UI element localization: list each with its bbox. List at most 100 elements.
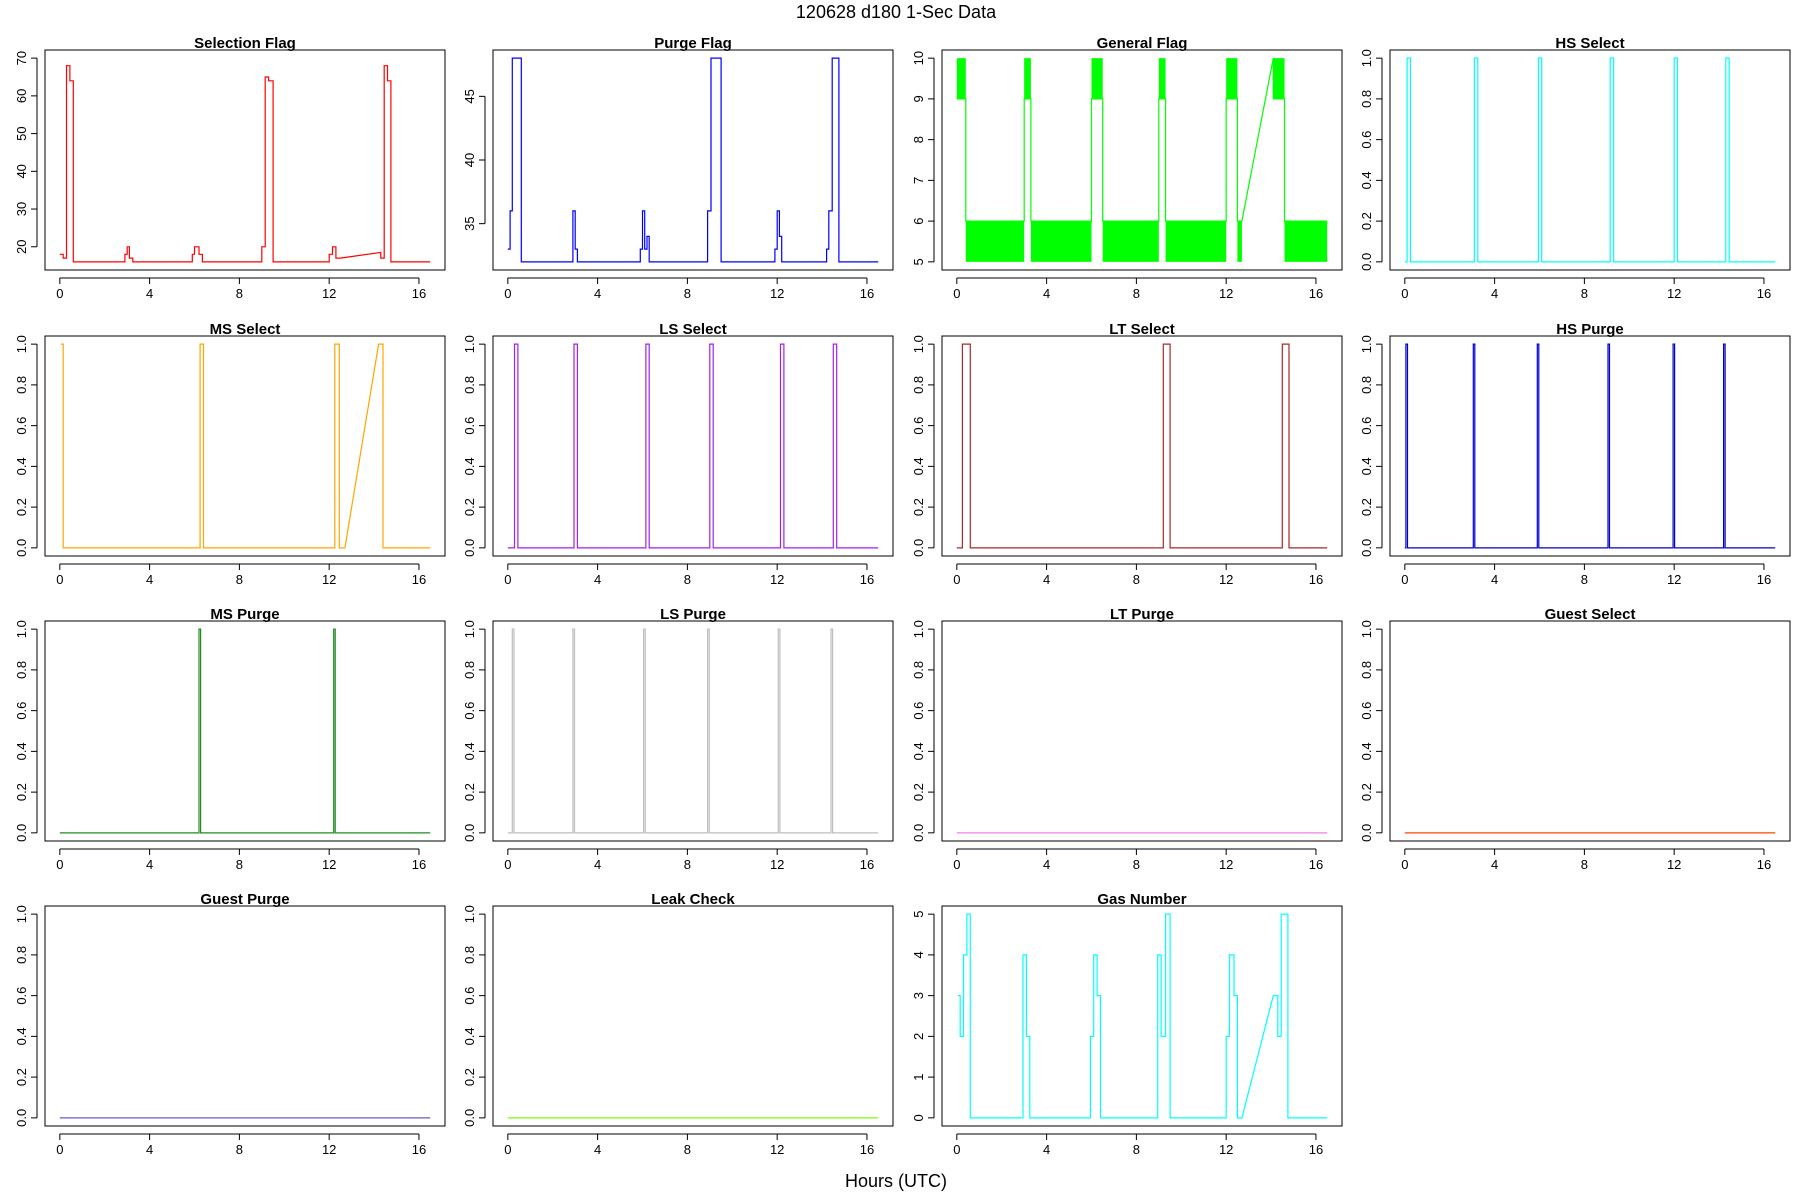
y-tick-label: 1.0 bbox=[1359, 620, 1374, 638]
y-tick-label: 0.4 bbox=[1359, 742, 1374, 760]
y-tick-label: 0.6 bbox=[911, 417, 926, 435]
y-tick-label: 8 bbox=[911, 136, 926, 143]
y-tick-label: 0.6 bbox=[14, 702, 29, 720]
x-tick-label: 12 bbox=[322, 1142, 336, 1157]
x-tick-label: 12 bbox=[1219, 1142, 1233, 1157]
y-tick-label: 1.0 bbox=[14, 335, 29, 353]
y-tick-label: 1.0 bbox=[1359, 335, 1374, 353]
y-tick-label: 0.6 bbox=[1359, 131, 1374, 149]
x-tick-label: 8 bbox=[684, 857, 691, 872]
x-tick-label: 8 bbox=[236, 857, 243, 872]
plot-frame bbox=[941, 905, 1343, 1127]
x-tick-label: 4 bbox=[146, 572, 153, 587]
chart-panel: LS Select 0 4 8 12 16 0.0 0.2 0.4 0.6 0.8 1.0 bbox=[462, 321, 894, 587]
series-line bbox=[59, 65, 431, 263]
y-tick-label: 0.0 bbox=[911, 824, 926, 842]
panel-title: LT Select bbox=[1109, 321, 1175, 338]
y-tick-label: 0.4 bbox=[1359, 457, 1374, 475]
series-line bbox=[507, 628, 879, 834]
flag-band bbox=[1158, 58, 1166, 99]
series-line bbox=[507, 343, 879, 549]
y-tick-label: 3 bbox=[911, 992, 926, 999]
y-tick-label: 35 bbox=[462, 216, 477, 230]
series-line bbox=[957, 913, 1328, 1119]
x-tick-label: 12 bbox=[770, 1142, 784, 1157]
chart-panel: LS Purge 0 4 8 12 16 0.0 0.2 0.4 0.6 0.8 1.0 bbox=[462, 606, 894, 872]
x-tick-label: 12 bbox=[322, 857, 336, 872]
y-tick-label: 0.8 bbox=[1359, 90, 1374, 108]
y-tick-label: 0 bbox=[911, 1114, 926, 1121]
y-tick-label: 0.6 bbox=[462, 987, 477, 1005]
y-tick-label: 0.6 bbox=[14, 987, 29, 1005]
x-tick-label: 8 bbox=[1581, 857, 1588, 872]
y-tick-label: 0.8 bbox=[14, 661, 29, 679]
x-tick-label: 4 bbox=[1043, 1142, 1050, 1157]
x-tick-label: 16 bbox=[860, 286, 874, 301]
x-tick-label: 16 bbox=[1757, 286, 1771, 301]
x-tick-label: 8 bbox=[236, 572, 243, 587]
y-tick-label: 9 bbox=[911, 95, 926, 102]
chart-panel: Purge Flag 0 4 8 12 16 35 40 45 bbox=[462, 35, 894, 301]
x-tick-label: 0 bbox=[504, 286, 511, 301]
chart-panel: HS Select 0 4 8 12 16 0.0 0.2 0.4 0.6 0.8 1.0 bbox=[1359, 35, 1791, 301]
panel-title: Guest Select bbox=[1545, 606, 1636, 623]
y-tick-label: 30 bbox=[14, 202, 29, 216]
series-line bbox=[1404, 57, 1776, 263]
plot-frame bbox=[44, 49, 446, 271]
chart-panel: MS Purge 0 4 8 12 16 0.0 0.2 0.4 0.6 0.8 1.0 bbox=[14, 606, 446, 872]
x-tick-label: 0 bbox=[953, 1142, 960, 1157]
y-tick-label: 0.0 bbox=[462, 824, 477, 842]
y-tick-label: 0.6 bbox=[462, 417, 477, 435]
x-tick-label: 4 bbox=[146, 1142, 153, 1157]
series-line bbox=[956, 343, 1328, 549]
y-tick-label: 0.2 bbox=[14, 498, 29, 516]
chart-panel: Leak Check 0 4 8 12 16 0.0 0.2 0.4 0.6 0.8 1.0 bbox=[462, 891, 894, 1157]
series-line bbox=[1404, 343, 1776, 549]
y-tick-label: 50 bbox=[14, 126, 29, 140]
x-tick-label: 12 bbox=[1667, 857, 1681, 872]
plot-frame bbox=[941, 620, 1343, 842]
y-tick-label: 45 bbox=[462, 89, 477, 103]
x-tick-label: 0 bbox=[953, 286, 960, 301]
x-tick-label: 0 bbox=[56, 286, 63, 301]
y-tick-label: 1.0 bbox=[1359, 49, 1374, 67]
chart-panel: Selection Flag 0 4 8 12 16 20 30 40 50 60 70 bbox=[14, 35, 446, 301]
panel-title: MS Select bbox=[210, 321, 281, 338]
x-tick-label: 16 bbox=[1309, 1142, 1323, 1157]
x-tick-label: 16 bbox=[1309, 857, 1323, 872]
y-tick-label: 1.0 bbox=[911, 620, 926, 638]
panel-title: LT Purge bbox=[1110, 606, 1174, 623]
y-tick-label: 0.8 bbox=[14, 376, 29, 394]
y-tick-label: 0.0 bbox=[462, 1109, 477, 1127]
x-tick-label: 8 bbox=[684, 1142, 691, 1157]
y-tick-label: 0.4 bbox=[462, 1027, 477, 1045]
y-tick-label: 0.6 bbox=[14, 417, 29, 435]
plot-frame bbox=[1389, 49, 1791, 271]
x-tick-label: 4 bbox=[594, 286, 601, 301]
series-line bbox=[956, 57, 1328, 222]
plot-frame bbox=[492, 905, 894, 1127]
y-tick-label: 5 bbox=[911, 911, 926, 918]
y-tick-label: 0.0 bbox=[1359, 824, 1374, 842]
x-tick-label: 16 bbox=[1309, 286, 1323, 301]
panel-title: HS Purge bbox=[1556, 321, 1624, 338]
chart-panel: Guest Purge 0 4 8 12 16 0.0 0.2 0.4 0.6 0.8 1.0 bbox=[14, 891, 446, 1157]
y-tick-label: 4 bbox=[911, 951, 926, 958]
chart-panel: LT Select 0 4 8 12 16 0.0 0.2 0.4 0.6 0.8 1.0 bbox=[911, 321, 1343, 587]
x-tick-label: 8 bbox=[1133, 857, 1140, 872]
flag-band bbox=[956, 58, 966, 99]
plot-frame bbox=[941, 49, 1343, 271]
plot-frame bbox=[44, 905, 446, 1127]
plot-frame bbox=[492, 335, 894, 557]
y-tick-label: 0.4 bbox=[462, 742, 477, 760]
y-tick-label: 5 bbox=[911, 258, 926, 265]
chart-panel: MS Select 0 4 8 12 16 0.0 0.2 0.4 0.6 0.8 1.0 bbox=[14, 321, 446, 587]
x-tick-label: 16 bbox=[860, 572, 874, 587]
y-tick-label: 0.0 bbox=[1359, 539, 1374, 557]
y-tick-label: 6 bbox=[911, 217, 926, 224]
x-tick-label: 16 bbox=[1757, 572, 1771, 587]
flag-band bbox=[1273, 58, 1285, 99]
y-tick-label: 0.8 bbox=[462, 376, 477, 394]
